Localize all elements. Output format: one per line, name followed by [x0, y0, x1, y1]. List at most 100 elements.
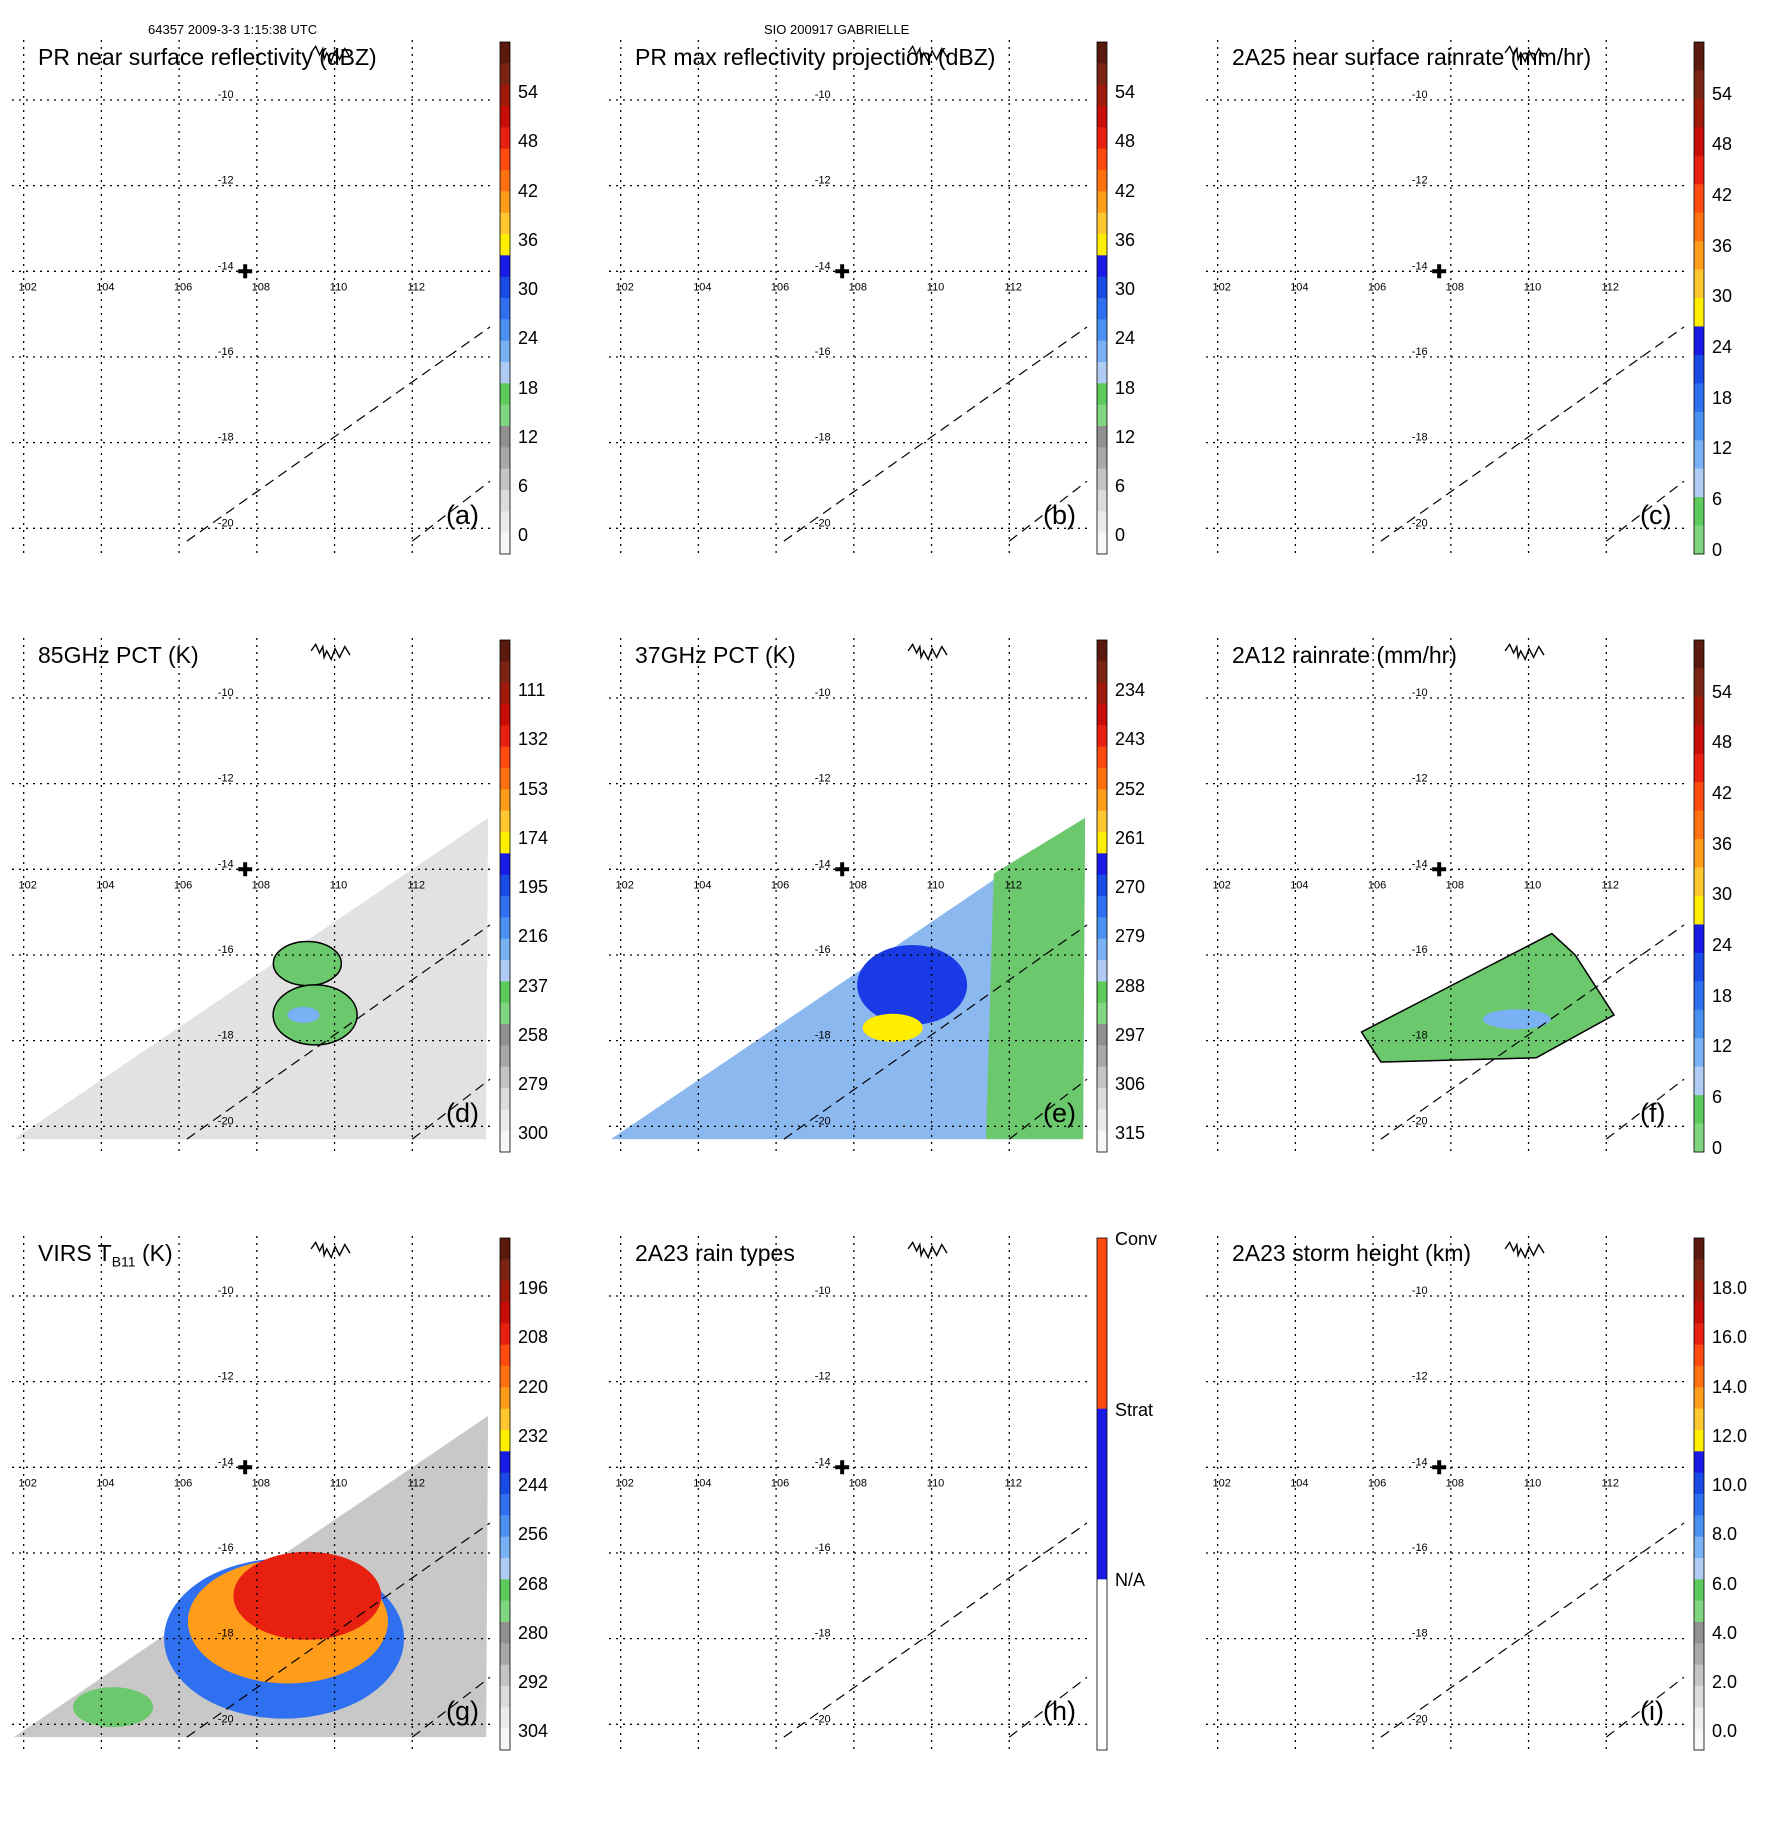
lat-tick-label: -16	[1412, 346, 1428, 358]
colorbar-segment	[500, 810, 510, 833]
colorbar-segment	[500, 319, 510, 342]
coastline	[907, 44, 948, 64]
colorbar-tick-label: 258	[518, 1024, 549, 1045]
colorbar-segment	[1694, 98, 1704, 128]
lon-tick-label: 108	[849, 1478, 867, 1490]
coastline	[907, 642, 948, 662]
colorbar-segment	[500, 234, 510, 256]
panel-title-subscript: B11	[111, 1253, 136, 1270]
storm-center-marker	[238, 264, 253, 279]
colorbar-tick-label: 4.0	[1712, 1622, 1738, 1643]
lon-tick-label: 104	[1290, 282, 1308, 294]
pr-swath-edge-west	[186, 1522, 491, 1738]
colorbar-segment	[1694, 782, 1704, 812]
coastline	[907, 1240, 948, 1260]
lat-tick-label: -12	[218, 1371, 234, 1383]
panel-f: 102 104 106 108 110 112 -10 -12 -14 -16 -18 -20 54 48…	[1194, 636, 1771, 1232]
colorbar-segment	[1694, 269, 1704, 299]
lon-tick-label: 108	[1446, 282, 1464, 294]
lat-tick-label: -18	[815, 432, 831, 444]
lat-tick-label: -12	[815, 773, 831, 785]
colorbar-segment	[500, 874, 510, 897]
lat-tick-label: -14	[1412, 260, 1428, 272]
colorbar-segment	[1694, 411, 1704, 441]
coastline	[1504, 642, 1545, 662]
colorbar-segment	[500, 640, 510, 662]
lon-tick-label: 110	[330, 880, 348, 892]
colorbar-segment	[500, 1622, 510, 1644]
panel-title: 2A12 rainrate (mm/hr)	[1232, 642, 1457, 669]
panel-title-text: PR near surface reflectivity (dBZ)	[38, 44, 377, 70]
lon-tick-label: 106	[1368, 282, 1386, 294]
colorbar-segment	[500, 1066, 510, 1089]
lat-tick-label: -18	[218, 1628, 234, 1640]
colorbar-segment	[500, 532, 510, 555]
lon-tick-label: 104	[693, 282, 711, 294]
colorbar-segment	[500, 917, 510, 940]
colorbar-segment	[1694, 1472, 1704, 1495]
colorbar-segment	[1097, 468, 1107, 491]
pr-swath-edge-east	[1008, 1078, 1088, 1140]
colorbar-segment	[500, 212, 510, 235]
colorbar-segment	[500, 191, 510, 214]
lat-tick-label: -10	[218, 687, 234, 699]
colorbar-segment	[500, 1600, 510, 1623]
lat-tick-label: -16	[218, 1542, 234, 1554]
panel-d: 102 104 106 108 110 112 -10 -12 -14 -16 -18 -20 111 1…	[0, 636, 590, 1232]
colorbar-segment	[500, 1430, 510, 1452]
lat-tick-label: -16	[815, 346, 831, 358]
panel-a: 102 104 106 108 110 112 -10 -12 -14 -16 -18 -20 54 48…	[0, 38, 590, 634]
lat-tick-label: -20	[1412, 517, 1428, 529]
colorbar-segment	[1694, 839, 1704, 869]
colorbar-segment	[1694, 1408, 1704, 1431]
colorbar-segment	[500, 1536, 510, 1559]
lon-tick-label: 112	[1602, 880, 1620, 892]
colorbar-tick-label: 174	[518, 827, 549, 848]
colorbar-tick-label: 6	[1712, 488, 1723, 509]
colorbar	[1096, 1237, 1108, 1751]
satellite-swath	[1360, 932, 1616, 1063]
panel-title-text: 2A12 rainrate (mm/hr)	[1232, 642, 1457, 668]
colorbar-segment	[500, 768, 510, 790]
panel-letter: (h)	[1043, 1696, 1076, 1726]
lon-tick-label: 108	[849, 880, 867, 892]
colorbar-segment	[500, 896, 510, 918]
colorbar-tick-label: 220	[518, 1376, 549, 1397]
panel-title: 2A25 near surface rainrate (mm/hr)	[1232, 44, 1591, 71]
colorbar-segment	[1097, 426, 1107, 448]
colorbar-tick-label: 256	[518, 1524, 549, 1545]
lon-tick-label: 112	[408, 282, 426, 294]
lat-tick-label: -20	[218, 517, 234, 529]
panel-title-suffix: (K)	[135, 1240, 173, 1266]
lat-tick-label: -14	[218, 1456, 234, 1468]
colorbar-tick-label: 300	[518, 1123, 549, 1144]
colorbar-segment	[1097, 511, 1107, 534]
lon-tick-label: 104	[96, 880, 114, 892]
colorbar-segment	[1097, 319, 1107, 342]
colorbar-tick-label: 24	[518, 328, 539, 349]
colorbar-tick-label: 18	[518, 377, 539, 398]
panel-h: 102 104 106 108 110 112 -10 -12 -14 -16 -18 -20 Conv…	[597, 1229, 1187, 1830]
colorbar-segment	[500, 255, 510, 278]
colorbar-segment	[500, 682, 510, 705]
lat-tick-label: -20	[218, 1115, 234, 1127]
colorbar-segment	[500, 1366, 510, 1388]
colorbar-tick-label: 42	[1712, 184, 1733, 205]
lat-tick-label: -10	[815, 89, 831, 101]
colorbar-tick-label: 48	[518, 131, 539, 152]
lon-tick-label: 110	[927, 282, 945, 294]
colorbar-tick-label: 54	[518, 82, 539, 103]
map-canvas: 102 104 106 108 110 112 -10 -12 -14 -16 -18 -20	[1206, 638, 1705, 1153]
colorbar-segment	[500, 1558, 510, 1580]
colorbar-tick-label: 12	[1712, 1036, 1733, 1057]
colorbar	[1096, 41, 1108, 555]
colorbar-segment	[1694, 1686, 1704, 1708]
colorbar-segment	[500, 42, 510, 64]
colorbar-tick-label: 216	[518, 926, 549, 947]
colorbar-segment	[1694, 383, 1704, 413]
colorbar-segment	[1694, 725, 1704, 755]
panel-title: 85GHz PCT (K)	[38, 642, 199, 669]
panel-letter: (i)	[1640, 1696, 1664, 1726]
colorbar-segment	[500, 276, 510, 299]
colorbar-segment	[1097, 938, 1107, 961]
